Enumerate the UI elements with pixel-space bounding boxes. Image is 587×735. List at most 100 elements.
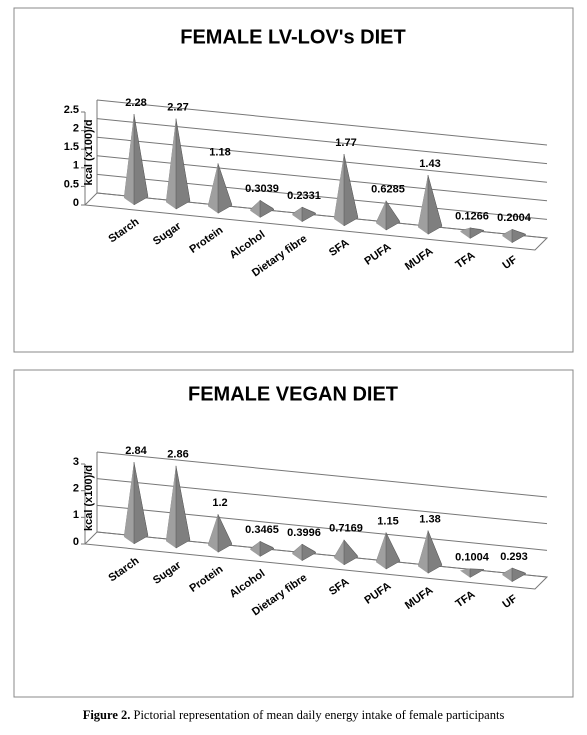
pyramid xyxy=(376,532,401,570)
chart-title: FEMALE LV-LOV's DIET xyxy=(180,26,406,48)
value-label: 0.293 xyxy=(500,551,528,563)
pyramid xyxy=(250,540,275,557)
pyramid-left-face xyxy=(376,532,386,570)
pyramid-left-face xyxy=(334,539,344,565)
value-label: 2.84 xyxy=(125,445,147,457)
y-tick-label: 2 xyxy=(73,123,79,135)
value-label: 2.86 xyxy=(167,449,188,461)
value-label: 0.7169 xyxy=(329,523,363,535)
chart-title: FEMALE VEGAN DIET xyxy=(188,383,398,405)
pyramid-right-face xyxy=(427,530,443,574)
pyramid-right-face xyxy=(385,199,401,231)
chart-frame xyxy=(13,7,574,353)
pyramid-left-shade xyxy=(460,568,470,578)
pyramid xyxy=(124,114,149,206)
caption-text: Pictorial representation of mean daily e… xyxy=(133,708,505,722)
pyramid-left-shade xyxy=(418,175,428,235)
figure-caption: Figure 2. Pictorial representation of me… xyxy=(0,708,587,723)
pyramid xyxy=(334,154,359,227)
pyramid-left-face xyxy=(250,541,260,557)
pyramid-left-shade xyxy=(418,530,428,574)
pyramid-right-face xyxy=(301,206,317,223)
pyramid-left-shade xyxy=(334,539,344,565)
pyramid xyxy=(418,530,443,574)
pyramid-right-face xyxy=(259,540,275,557)
value-label: 0.2331 xyxy=(287,190,321,202)
pyramid-left-shade xyxy=(166,118,176,210)
pyramid-left-face xyxy=(502,229,512,243)
y-tick-label: 1.5 xyxy=(64,141,79,153)
value-label: 2.27 xyxy=(167,102,188,114)
pyramid-left-face xyxy=(292,207,302,222)
value-label: 1.2 xyxy=(212,497,227,509)
pyramid-left-shade xyxy=(292,207,302,222)
pyramid-left-shade xyxy=(460,227,470,239)
pyramid-left-face xyxy=(124,462,134,544)
value-label: 0.3996 xyxy=(287,527,321,539)
grid-line xyxy=(96,118,548,165)
grid-line xyxy=(96,99,548,146)
pyramid-right-face xyxy=(343,154,359,227)
grid-line xyxy=(96,136,548,183)
pyramid xyxy=(166,465,191,549)
y-tick-label: 1 xyxy=(73,509,79,521)
pyramid xyxy=(376,199,401,231)
pyramid-left-shade xyxy=(208,514,218,553)
pyramid xyxy=(334,539,359,566)
value-label: 1.43 xyxy=(419,158,440,170)
pyramid xyxy=(418,175,443,235)
y-tick-label: 0.5 xyxy=(64,178,79,190)
value-label: 0.6285 xyxy=(371,184,405,196)
value-label: 0.2004 xyxy=(497,212,532,224)
value-label: 0.3039 xyxy=(245,183,279,195)
pyramid-right-face xyxy=(511,228,527,244)
pyramid xyxy=(502,567,527,583)
value-label: 1.38 xyxy=(419,513,440,525)
pyramid-right-face xyxy=(133,114,149,206)
y-tick-label: 2.5 xyxy=(64,104,79,116)
pyramid-left-face xyxy=(376,200,386,231)
chart-canvas: FEMALE LV-LOV's DIET 0 0.5 1 1.5 2 2.5 kcal (x1… xyxy=(13,7,574,698)
pyramid-left-shade xyxy=(250,541,260,557)
y-tick-label: 0 xyxy=(73,536,79,548)
pyramid-left-shade xyxy=(292,544,302,561)
pyramid-left-face xyxy=(208,514,218,553)
pyramid-left-shade xyxy=(376,200,386,231)
pyramid-left-face xyxy=(166,465,176,549)
pyramid-left-face xyxy=(208,163,218,214)
pyramid-right-face xyxy=(469,227,485,239)
pyramid-left-face xyxy=(418,530,428,574)
grid-line xyxy=(96,451,548,498)
value-label: 1.77 xyxy=(335,137,356,149)
pyramid xyxy=(250,199,275,218)
pyramid-left-shade xyxy=(376,532,386,570)
pyramid-left-face xyxy=(166,118,176,210)
pyramid-left-face xyxy=(502,567,512,582)
pyramid-right-face xyxy=(175,118,191,210)
pyramid xyxy=(166,118,191,210)
y-axis-label: kcal (x100)/d xyxy=(83,119,95,185)
pyramid-left-shade xyxy=(502,229,512,243)
y-tick-label: 2 xyxy=(73,483,79,495)
value-label: 2.28 xyxy=(125,97,146,109)
pyramid-left-shade xyxy=(250,200,260,218)
pyramid-right-face xyxy=(259,199,275,218)
pyramid-left-face xyxy=(460,227,470,239)
pyramid-left-face xyxy=(250,200,260,218)
pyramid xyxy=(208,163,233,214)
pyramid-left-face xyxy=(418,175,428,235)
pyramid-left-face xyxy=(460,568,470,578)
y-tick-label: 3 xyxy=(73,456,79,468)
value-label: 0.1266 xyxy=(455,211,489,223)
pyramid-right-face xyxy=(511,567,527,583)
y-axis-label: kcal (x100)/d xyxy=(83,465,95,531)
pyramid xyxy=(208,514,233,553)
pyramid-right-face xyxy=(217,163,233,214)
pyramid-left-face xyxy=(124,114,134,205)
pyramid-right-face xyxy=(427,175,443,235)
pyramid xyxy=(292,543,317,562)
pyramid-right-face xyxy=(133,462,149,545)
pyramid-left-face xyxy=(292,544,302,561)
value-label: 0.1004 xyxy=(455,552,490,564)
